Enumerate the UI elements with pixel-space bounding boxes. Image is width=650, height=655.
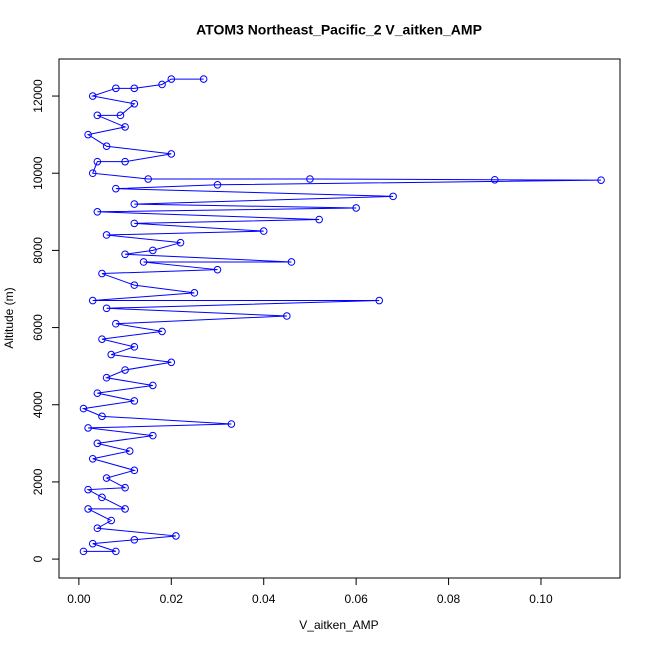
- data-point: [121, 123, 129, 131]
- data-point: [139, 258, 148, 266]
- data-point: [190, 289, 199, 297]
- data-point: [93, 157, 102, 166]
- x-axis-label: V_aitken_AMP: [299, 618, 378, 632]
- y-tick-label: 4000: [31, 391, 45, 418]
- data-point: [130, 535, 139, 544]
- data-point: [98, 335, 106, 343]
- chart-title: ATOM3 Northeast_Pacific_2 V_aitken_AMP: [196, 22, 482, 38]
- x-tick-label: 0.00: [67, 592, 91, 606]
- data-point: [283, 312, 291, 320]
- data-point: [130, 281, 139, 289]
- y-tick-label: 8000: [31, 237, 45, 264]
- data-point: [88, 296, 97, 305]
- data-point: [93, 524, 102, 533]
- x-tick-label: 0.06: [344, 592, 368, 606]
- data-point: [98, 269, 106, 278]
- y-tick-label: 6000: [31, 314, 45, 341]
- data-point: [130, 343, 139, 351]
- data-point: [88, 539, 97, 548]
- data-point: [167, 150, 176, 158]
- data-point: [93, 208, 102, 216]
- data-point: [102, 474, 111, 482]
- data-point: [88, 92, 97, 100]
- data-point: [125, 447, 134, 455]
- data-point: [352, 204, 360, 212]
- data-point: [84, 130, 92, 139]
- data-point: [172, 532, 180, 540]
- data-point: [176, 238, 185, 247]
- data-point: [213, 265, 222, 274]
- y-tick-label: 2000: [31, 468, 45, 495]
- data-point: [213, 180, 222, 189]
- data-point: [84, 505, 92, 513]
- data-point: [130, 99, 139, 108]
- data-point: [102, 231, 111, 239]
- x-tick-label: 0.10: [529, 592, 553, 606]
- data-point: [306, 175, 314, 183]
- data-point: [102, 373, 111, 382]
- data-line: [81, 78, 602, 552]
- data-point: [259, 227, 268, 235]
- plot-frame: [58, 58, 621, 579]
- data-point: [98, 493, 106, 502]
- data-point: [130, 219, 139, 228]
- data-point: [149, 431, 157, 440]
- data-point: [167, 358, 176, 367]
- data-point: [144, 175, 152, 183]
- data-point: [287, 258, 296, 266]
- data-point: [88, 454, 97, 463]
- data-point: [389, 192, 397, 201]
- data-point: [130, 200, 139, 208]
- data-point: [112, 84, 120, 93]
- x-tick-label: 0.02: [160, 592, 184, 606]
- x-tick-label: 0.04: [252, 592, 276, 606]
- data-point: [121, 157, 129, 166]
- data-point: [79, 404, 88, 413]
- y-axis-label: Altitude (m): [2, 287, 16, 348]
- data-point: [93, 439, 102, 448]
- data-point: [88, 169, 97, 178]
- data-point: [227, 420, 236, 428]
- data-point: [93, 111, 102, 120]
- data-point: [158, 80, 166, 89]
- y-tick-label: 0: [31, 555, 45, 562]
- data-point: [130, 397, 139, 405]
- data-point: [130, 466, 139, 475]
- data-point: [107, 350, 116, 359]
- data-point: [121, 505, 129, 513]
- data-point: [130, 84, 139, 93]
- data-point: [84, 485, 92, 494]
- data-point: [121, 483, 129, 492]
- data-point: [112, 319, 120, 328]
- data-point: [107, 516, 116, 525]
- data-point: [149, 246, 157, 255]
- data-point: [121, 366, 129, 374]
- data-point: [149, 381, 157, 390]
- data-point: [315, 215, 323, 224]
- data-point: [98, 412, 106, 421]
- x-tick-label: 0.08: [437, 592, 461, 606]
- data-point: [102, 304, 111, 313]
- data-point: [375, 296, 384, 305]
- data-point: [93, 389, 102, 397]
- data-point: [79, 547, 88, 556]
- y-tick-label: 10000: [31, 156, 45, 190]
- y-tick-label: 12000: [31, 79, 45, 113]
- data-point: [490, 175, 499, 184]
- data-point: [112, 547, 120, 556]
- data-point: [199, 75, 208, 83]
- data-point: [158, 327, 166, 336]
- data-point: [121, 250, 129, 259]
- data-point: [112, 184, 120, 193]
- data-point: [116, 111, 125, 120]
- data-point: [597, 176, 605, 184]
- data-point: [167, 75, 176, 83]
- data-point: [84, 424, 92, 432]
- data-point: [102, 142, 111, 151]
